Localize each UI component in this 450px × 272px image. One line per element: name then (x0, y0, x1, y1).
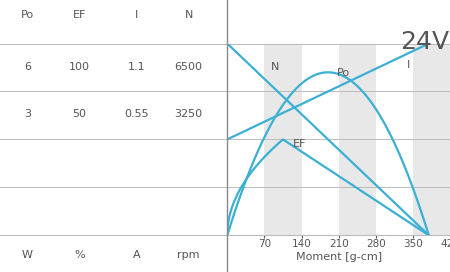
Text: 3250: 3250 (175, 109, 202, 119)
Text: Po: Po (337, 68, 350, 78)
Text: Po: Po (21, 10, 34, 20)
Text: 0.55: 0.55 (124, 109, 148, 119)
Text: 50: 50 (72, 109, 86, 119)
X-axis label: Moment [g-cm]: Moment [g-cm] (296, 252, 382, 262)
Text: 24V: 24V (400, 30, 449, 54)
Text: 1.1: 1.1 (127, 63, 145, 73)
Text: 3: 3 (24, 109, 31, 119)
Text: N: N (271, 62, 279, 72)
Text: %: % (74, 251, 85, 261)
Text: rpm: rpm (177, 251, 200, 261)
Text: EF: EF (292, 139, 306, 149)
Bar (413, 44, 450, 235)
Text: 100: 100 (69, 63, 90, 73)
Bar (338, 44, 376, 235)
Text: I: I (135, 10, 138, 20)
Text: EF: EF (73, 10, 86, 20)
Bar (265, 44, 302, 235)
Text: I: I (406, 60, 410, 70)
Text: 6500: 6500 (175, 63, 202, 73)
Text: N: N (184, 10, 193, 20)
Text: 6: 6 (24, 63, 31, 73)
Text: A: A (133, 251, 140, 261)
Text: W: W (22, 251, 33, 261)
